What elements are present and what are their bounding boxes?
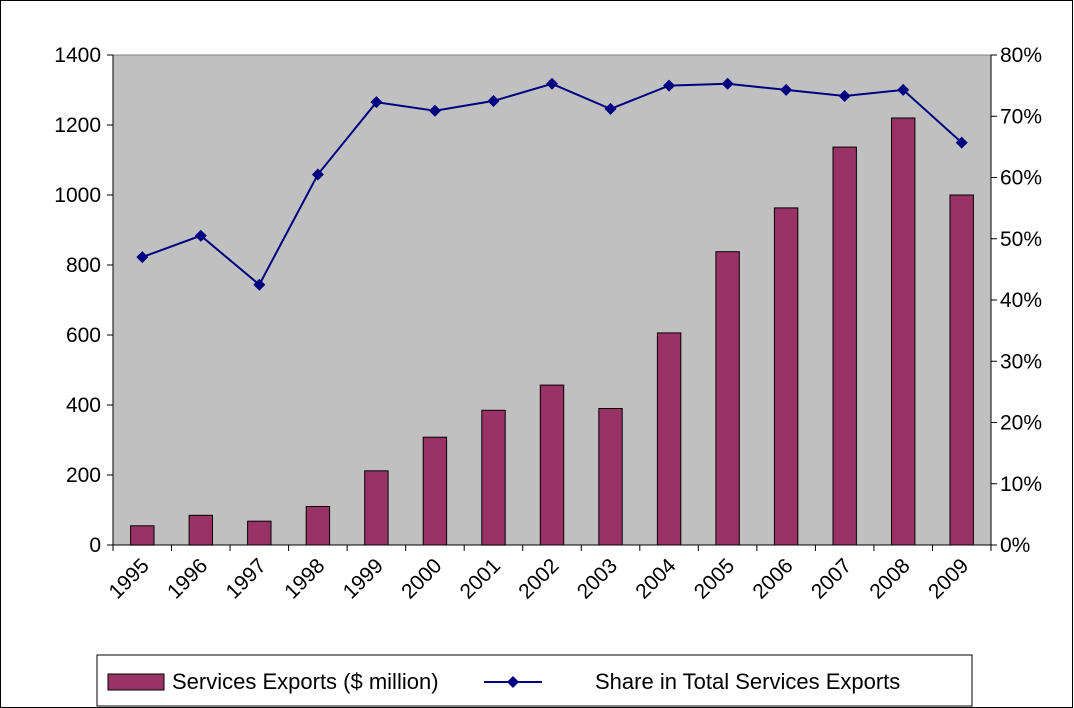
bar-1996	[188, 514, 214, 546]
legend-bar-label: Services Exports ($ million)	[172, 669, 439, 694]
y-left-tick-label: 600	[66, 324, 101, 347]
point-2006	[780, 83, 793, 96]
bar-1995	[130, 525, 155, 546]
bar-2003	[598, 408, 623, 546]
y-right-tick-label: 40%	[1000, 289, 1042, 312]
legend-line-marker	[507, 676, 519, 688]
bar-2000	[422, 436, 448, 546]
y-right-tick-label: 10%	[1000, 473, 1042, 496]
line-layer	[136, 77, 968, 291]
point-1999	[370, 96, 383, 109]
y-right-tick-label: 80%	[1000, 44, 1042, 67]
y-right-tick-label: 50%	[1000, 228, 1042, 251]
point-2002	[546, 77, 558, 90]
legend: Services Exports ($ million) Share in To…	[96, 654, 973, 707]
point-2005	[721, 77, 734, 90]
bar-1997	[247, 520, 272, 546]
bars-layer	[130, 117, 974, 546]
bar-2001	[481, 409, 506, 546]
point-2008	[897, 83, 910, 96]
bar-1999	[364, 470, 389, 546]
bar-2005	[715, 251, 740, 546]
bar-2008	[891, 117, 916, 546]
legend-line-label: Share in Total Services Exports	[595, 669, 900, 694]
y-left-tick-label: 800	[66, 254, 101, 277]
y-left-tick-label: 200	[66, 464, 101, 487]
legend-box	[96, 654, 973, 707]
y-left-tick-label: 1200	[54, 114, 101, 137]
point-2007	[838, 90, 851, 103]
point-1996	[194, 229, 207, 242]
bar-2004	[656, 332, 682, 546]
y-right-tick-label: 20%	[1000, 412, 1042, 435]
point-2001	[487, 94, 500, 107]
point-1995	[136, 251, 149, 264]
bar-2007	[832, 146, 857, 546]
point-1997	[253, 278, 266, 291]
y-right-tick-label: 60%	[1000, 167, 1042, 190]
point-2003	[604, 102, 617, 115]
bar-2006	[773, 207, 799, 546]
y-right-tick-label: 30%	[1000, 350, 1042, 373]
bar-2009	[949, 194, 974, 546]
point-2004	[663, 79, 676, 92]
bar-2002	[539, 384, 565, 546]
point-2000	[428, 104, 441, 117]
y-left-tick-label: 1400	[54, 44, 101, 67]
bar-1998	[305, 506, 331, 546]
y-right-tick-label: 0%	[1000, 534, 1030, 557]
y-left-tick-label: 1000	[54, 184, 101, 207]
point-2009	[955, 136, 968, 149]
y-right-tick-label: 70%	[1000, 105, 1042, 128]
y-left-tick-label: 0	[89, 534, 101, 557]
y-left-tick-label: 400	[66, 394, 101, 417]
legend-bar-swatch	[107, 673, 165, 691]
point-1998	[311, 168, 324, 181]
